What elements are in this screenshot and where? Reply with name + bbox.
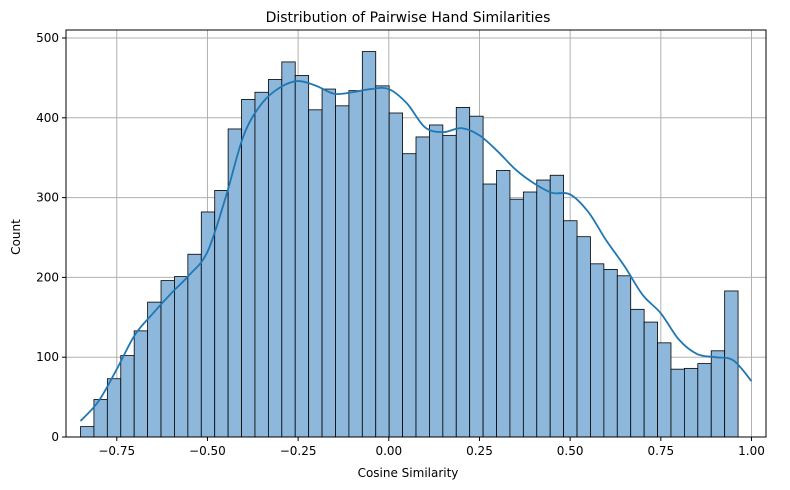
histogram-bar bbox=[509, 198, 524, 438]
x-tick-label: 1.00 bbox=[738, 444, 765, 458]
histogram-bar bbox=[147, 301, 162, 438]
plot-frame bbox=[65, 29, 767, 438]
chart-title: Distribution of Pairwise Hand Similariti… bbox=[266, 10, 551, 26]
histogram-bar bbox=[281, 61, 296, 438]
histogram-bar bbox=[522, 191, 538, 438]
histogram-bar bbox=[402, 153, 417, 438]
histogram-bar bbox=[576, 236, 591, 438]
y-tick-label: 500 bbox=[36, 31, 59, 45]
histogram-bar bbox=[174, 276, 189, 438]
histogram-bar bbox=[321, 88, 336, 438]
histogram-bar bbox=[80, 426, 95, 438]
x-tick-label: 0.25 bbox=[466, 444, 493, 458]
histogram-bar bbox=[496, 170, 511, 438]
histogram-bar bbox=[429, 124, 444, 438]
histogram-bar bbox=[200, 211, 216, 438]
x-tick-label: 0.50 bbox=[557, 444, 584, 458]
x-axis-title: Cosine Similarity bbox=[358, 466, 459, 480]
histogram-bar bbox=[348, 90, 363, 438]
y-tick-label: 100 bbox=[36, 350, 59, 364]
x-tick-label: −0.75 bbox=[98, 444, 135, 458]
x-tick-label: 0.00 bbox=[375, 444, 402, 458]
y-tick-label: 0 bbox=[51, 430, 59, 444]
histogram-bar bbox=[630, 308, 645, 438]
y-tick-label: 200 bbox=[36, 270, 59, 284]
x-tick-label: −0.25 bbox=[280, 444, 317, 458]
histogram-bar bbox=[469, 115, 484, 438]
y-tick-label: 300 bbox=[36, 191, 59, 205]
histogram-bar bbox=[254, 91, 269, 438]
y-axis-title: Count bbox=[9, 219, 23, 255]
kde-curve bbox=[79, 80, 753, 422]
histogram-bar bbox=[294, 75, 310, 438]
x-tick-label: −0.50 bbox=[189, 444, 226, 458]
histogram-bar bbox=[335, 105, 350, 438]
histogram-bar bbox=[549, 174, 565, 438]
histogram-bar bbox=[375, 85, 390, 438]
histogram-bar bbox=[657, 342, 672, 438]
histogram-bar bbox=[160, 280, 175, 438]
histogram-bar bbox=[563, 220, 578, 438]
histogram-bar bbox=[120, 355, 135, 438]
histogram-bar bbox=[724, 290, 739, 438]
histogram-bar bbox=[227, 128, 242, 438]
histogram-bar bbox=[361, 51, 377, 438]
histogram-bar bbox=[308, 109, 323, 438]
histogram-bar bbox=[133, 330, 149, 438]
histogram-bar bbox=[536, 179, 551, 438]
histogram-bar bbox=[683, 367, 699, 438]
histogram-bar bbox=[388, 112, 403, 438]
histogram-bar bbox=[590, 263, 605, 438]
histogram-bar bbox=[415, 136, 430, 438]
histogram-bar bbox=[442, 134, 457, 438]
x-tick-label: 0.75 bbox=[647, 444, 674, 458]
histogram-bar bbox=[267, 79, 283, 438]
histogram-bar bbox=[616, 275, 632, 438]
histogram-bars bbox=[80, 51, 739, 438]
histogram-bar bbox=[643, 321, 658, 438]
histogram-bar bbox=[603, 269, 618, 438]
histogram-bar bbox=[710, 350, 726, 438]
x-axis-ticks: −0.75 −0.50 −0.25 0.00 0.25 0.50 0.75 1.00 bbox=[98, 437, 765, 458]
histogram-bar bbox=[670, 368, 685, 438]
histogram-bar bbox=[455, 107, 471, 438]
y-tick-label: 400 bbox=[36, 111, 59, 125]
histogram-bar bbox=[697, 363, 712, 438]
histogram-bar bbox=[482, 183, 497, 438]
histogram-bar bbox=[187, 253, 202, 438]
y-axis-ticks: 0 100 200 300 400 500 bbox=[36, 31, 66, 444]
histogram-bar bbox=[106, 378, 122, 438]
histogram-bar bbox=[241, 99, 256, 438]
